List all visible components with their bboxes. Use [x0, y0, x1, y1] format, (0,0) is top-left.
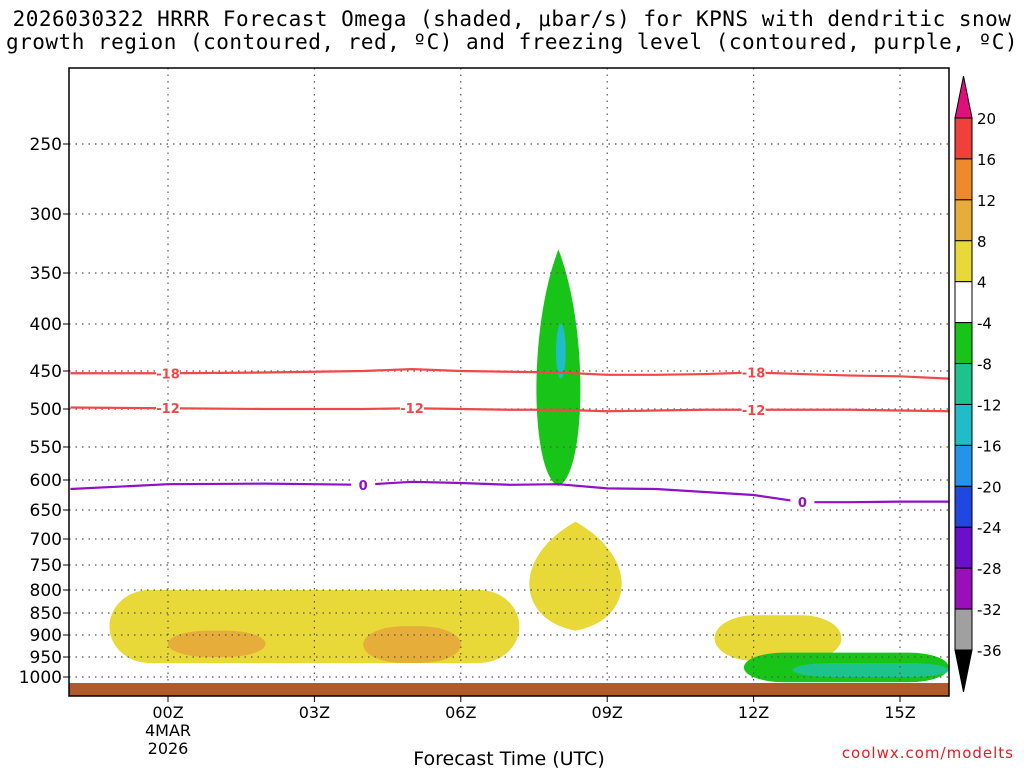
colorbar-label-5: -4: [977, 315, 992, 333]
colorbar: 20 16 12 8 4 -4 -8 -12 -16 -20 -24 -28 -32 -36: [954, 75, 1002, 693]
date-label-line-2: 2026: [148, 739, 189, 758]
temperature-contours: -18 -18 -12 -12 -12 0 0: [70, 365, 949, 511]
colorbar-top-arrow: [954, 75, 973, 119]
omega-feature-2: [109, 590, 520, 663]
contour-label-bg-1-2: [741, 402, 766, 417]
colorbar-label-12: -32: [977, 601, 1002, 619]
contour-label-2-0: 0: [359, 479, 368, 494]
contour-label-bg-2-1: [790, 495, 815, 510]
x-tick-label-09Z: 09Z: [592, 703, 623, 722]
colorbar-label-8: -16: [977, 437, 1002, 455]
colorbar-label-4: 4: [977, 274, 987, 292]
colorbar-bin-8: [954, 444, 973, 487]
date-label-line-1: 4MAR: [145, 721, 191, 740]
colorbar-bin-0: [954, 117, 973, 160]
x-axis-ticks: 00Z 03Z 06Z 09Z 12Z 15Z: [152, 696, 916, 722]
plot-frame: [68, 67, 950, 697]
colorbar-label-0: 20: [977, 110, 996, 128]
credit-link[interactable]: coolwx.com/modelts: [841, 744, 1014, 762]
contour-label-bg-1-0: [156, 401, 180, 416]
y-tick-label-600: 600: [30, 471, 62, 491]
contour-label-bg-1-1: [400, 401, 424, 416]
colorbar-label-11: -28: [977, 560, 1002, 578]
contour-line-0: [70, 368, 949, 380]
omega-feature-8: [792, 663, 949, 677]
x-tick-label-00Z: 00Z: [152, 703, 183, 722]
title-line-1: 2026030322 HRRR Forecast Omega (shaded, …: [12, 7, 1012, 31]
colorbar-label-6: -8: [977, 356, 992, 374]
y-tick-label-300: 300: [30, 205, 62, 225]
colorbar-bin-6: [954, 363, 973, 405]
y-tick-label-950: 950: [30, 648, 62, 668]
x-tick-label-06Z: 06Z: [445, 703, 476, 722]
colorbar-bin-1: [954, 158, 973, 201]
y-tick-label-450: 450: [30, 362, 62, 382]
colorbar-bin-5: [954, 322, 973, 365]
colorbar-bin-4: [954, 281, 973, 324]
colorbar-label-13: -36: [977, 642, 1002, 660]
colorbar-bin-10: [954, 526, 973, 569]
contour-label-bg-0-1: [741, 365, 766, 380]
colorbar-bin-11: [954, 567, 973, 610]
contour-label-0-0: -18: [156, 367, 180, 382]
omega-shading: [109, 249, 949, 683]
x-axis-label: Forecast Time (UTC): [413, 748, 604, 768]
omega-feature-5: [529, 521, 622, 631]
surface-ground: [69, 683, 949, 696]
colorbar-bin-2: [954, 199, 973, 242]
y-tick-label-650: 650: [30, 501, 62, 521]
contour-label-bg-0-0: [156, 366, 180, 381]
contour-line-2: [70, 480, 949, 504]
contour-label-0-1: -18: [742, 367, 766, 382]
x-tick-label-12Z: 12Z: [738, 703, 769, 722]
contour-label-1-0: -12: [156, 402, 180, 417]
contour-label-bg-2-0: [351, 477, 376, 492]
colorbar-label-10: -24: [977, 519, 1002, 537]
omega-feature-6: [714, 615, 842, 661]
y-tick-label-400: 400: [30, 315, 62, 335]
omega-feature-1: [555, 324, 566, 379]
x-tick-label-15Z: 15Z: [884, 703, 915, 722]
colorbar-bin-3: [954, 240, 973, 283]
surface-strip: [69, 683, 949, 696]
omega-feature-3: [168, 630, 266, 657]
y-tick-label-800: 800: [30, 581, 62, 601]
y-tick-label-900: 900: [30, 626, 62, 646]
colorbar-bin-12: [954, 608, 973, 651]
y-tick-label-550: 550: [30, 438, 62, 458]
colorbar-bin-7: [954, 403, 973, 446]
y-tick-label-500: 500: [30, 400, 62, 420]
y-tick-label-750: 750: [30, 556, 62, 576]
colorbar-bin-9: [954, 485, 973, 528]
y-tick-label-850: 850: [30, 604, 62, 624]
y-tick-label-250: 250: [30, 135, 62, 155]
y-tick-label-700: 700: [30, 530, 62, 550]
contour-label-1-1: -12: [400, 402, 424, 417]
gridlines: [69, 68, 949, 696]
colorbar-label-1: 16: [977, 151, 996, 169]
contour-label-2-1: 0: [798, 496, 807, 511]
colorbar-label-3: 8: [977, 233, 987, 251]
colorbar-label-2: 12: [977, 192, 996, 210]
colorbar-label-7: -12: [977, 396, 1002, 414]
y-tick-label-350: 350: [30, 264, 62, 284]
colorbar-label-9: -20: [977, 478, 1002, 496]
contour-line-1: [70, 406, 949, 413]
chart-title: 2026030322 HRRR Forecast Omega (shaded, …: [0, 8, 1024, 54]
colorbar-bottom-arrow: [954, 649, 973, 693]
contour-label-1-2: -12: [742, 404, 766, 419]
y-axis-ticks: 2503003504004505005506006507007508008509…: [19, 135, 69, 688]
x-tick-label-03Z: 03Z: [299, 703, 330, 722]
title-line-2: growth region (contoured, red, ºC) and f…: [5, 30, 1019, 54]
y-tick-label-1000: 1000: [19, 668, 62, 688]
